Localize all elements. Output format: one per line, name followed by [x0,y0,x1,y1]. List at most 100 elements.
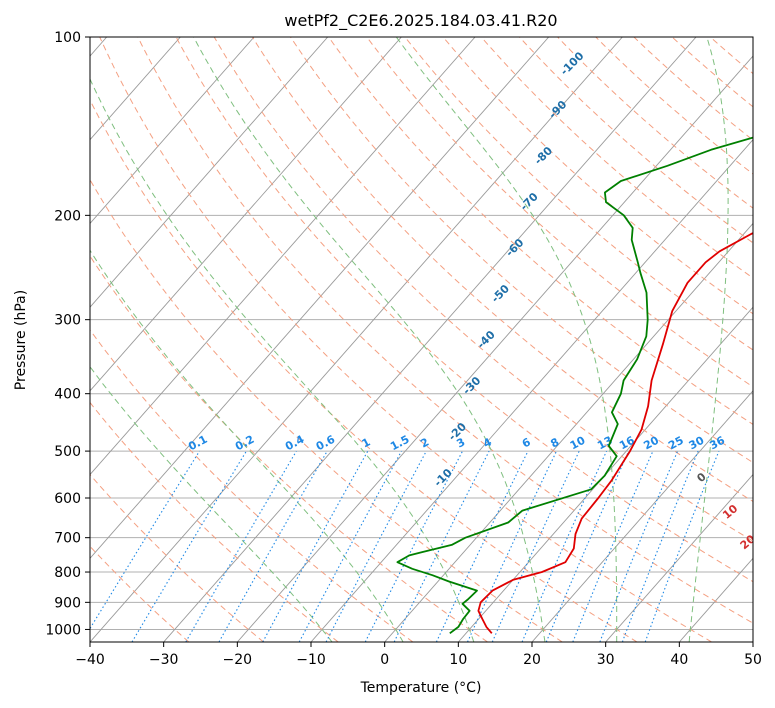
moist-adiabat-line [688,37,729,642]
isotherm-line [678,557,753,642]
chart-title: wetPf2_C2E6.2025.184.03.41.R20 [284,11,557,31]
x-axis-label: Temperature (°C) [360,680,482,696]
moist-adiabat-label: -20 [446,420,469,443]
mixing-ratio-line [572,450,654,642]
mixing-ratio-label: 25 [666,434,686,453]
y-tick-label: 200 [54,208,81,224]
x-tick-label: 20 [523,652,541,668]
y-tick-label: 500 [54,444,81,460]
x-tick-label: 50 [744,652,762,668]
isotherm-line [384,222,753,642]
mixing-ratio-line [491,450,580,642]
isotherm-line [90,37,329,308]
mixing-ratio-line [131,450,247,642]
moist-adiabat-label: -100 [558,49,587,78]
dry-adiabat-line [633,37,753,141]
moist-adiabat-label: -50 [489,282,512,305]
moist-adiabat-label: -60 [503,236,526,259]
isotherm-line [605,473,753,642]
dry-adiabat-label: 30 [758,559,775,579]
dry-adiabat-line [90,473,264,642]
isotherm-line [457,306,753,642]
dry-adiabat-line [90,255,488,642]
mixing-ratio-label: 0.4 [283,433,307,454]
mixing-ratio-label: 0.6 [314,433,338,454]
isotherm-line [90,37,402,392]
plot-frame [89,36,754,643]
y-tick-label: 700 [54,531,81,547]
moist-adiabat-label: -80 [532,144,555,167]
y-tick-label: 400 [54,387,81,403]
mixing-ratio-label: 20 [641,434,661,453]
dry-adiabat-line [99,37,712,642]
x-tick-label: −10 [296,652,326,668]
mixing-ratio-line [262,450,369,642]
x-tick-label: 0 [380,652,389,668]
mixing-ratio-line [185,450,297,642]
y-tick-label: 900 [54,595,81,611]
isotherm-line [90,37,623,642]
mixing-ratio-label: 1.5 [388,433,411,454]
mixing-ratio-line [435,450,529,642]
isotherm-line [752,641,753,642]
dry-adiabat-line [404,37,753,351]
y-tick-label: 100 [54,30,81,46]
moist-adiabat-line [90,77,475,642]
dry-adiabat-line [251,37,753,503]
moist-adiabat-line [193,37,546,642]
x-tick-label: 40 [670,652,688,668]
dewpoint-profile [396,136,753,635]
x-tick-label: −20 [223,652,253,668]
x-tick-label: −30 [149,652,179,668]
x-tick-label: −40 [75,652,105,668]
mixing-ratio-label: 30 [687,434,707,453]
axes: −40 −30 −20 −10 0 10 20 30 40 5010020030040050060… [45,30,762,668]
mixing-ratio-label: 1 [360,435,373,450]
y-tick-label: 1000 [45,622,81,638]
dry-adiabat-line [290,37,753,464]
dry-adiabat-line [137,37,753,624]
isotherm-line [90,37,181,141]
profile-lines [396,136,753,635]
dry-adiabat-label: 20 [738,532,758,552]
isotherm-line [531,390,753,642]
dry-adiabat-line [671,37,753,108]
dry-adiabat-line [213,37,753,542]
mixing-ratio-line [218,450,328,642]
dry-adiabat-line [328,37,753,425]
dry-adiabat-line [480,37,753,279]
dry-adiabat-line [90,178,563,642]
moist-adiabat-line [90,366,333,642]
isotherm-line [90,37,550,559]
y-tick-label: 800 [54,565,81,581]
dry-adiabat-line [557,37,753,209]
mixing-ratio-line [545,450,630,642]
dry-adiabat-line [175,37,753,583]
mixing-ratio-label: 4 [481,435,494,450]
mixing-ratio-label: 0.1 [186,433,209,454]
isotherm-line [163,37,697,642]
temperature-profile [477,232,753,634]
background-lines [90,37,753,642]
mixing-ratio-line [90,450,200,630]
dry-adiabat-line [90,329,414,642]
moist-adiabat-line [90,249,404,642]
y-tick-label: 600 [54,491,81,507]
dry-adiabat-line [595,37,753,175]
dry-adiabat-line [90,401,339,642]
mixing-ratio-line [298,450,402,642]
mixing-ratio-line [621,450,699,642]
moist-adiabat-label: -70 [518,190,541,213]
mixing-ratio-line [325,450,427,642]
isotherm-line [90,37,255,225]
mixing-ratio-label: 36 [707,434,727,453]
dry-adiabat-label: 10 [720,502,740,522]
dry-adiabat-line [442,37,753,315]
y-tick-label: 300 [54,313,81,329]
dry-adiabat-line [519,37,753,244]
isotherm-line [90,37,476,476]
mixing-ratio-label: 6 [520,435,533,450]
dry-adiabat-line [709,37,753,75]
line-labels: 0.1 0.2 0.4 0.6 1 1.5 2 3 4 6 8 10 13 16 20 25 30 36-100-… [186,49,775,579]
